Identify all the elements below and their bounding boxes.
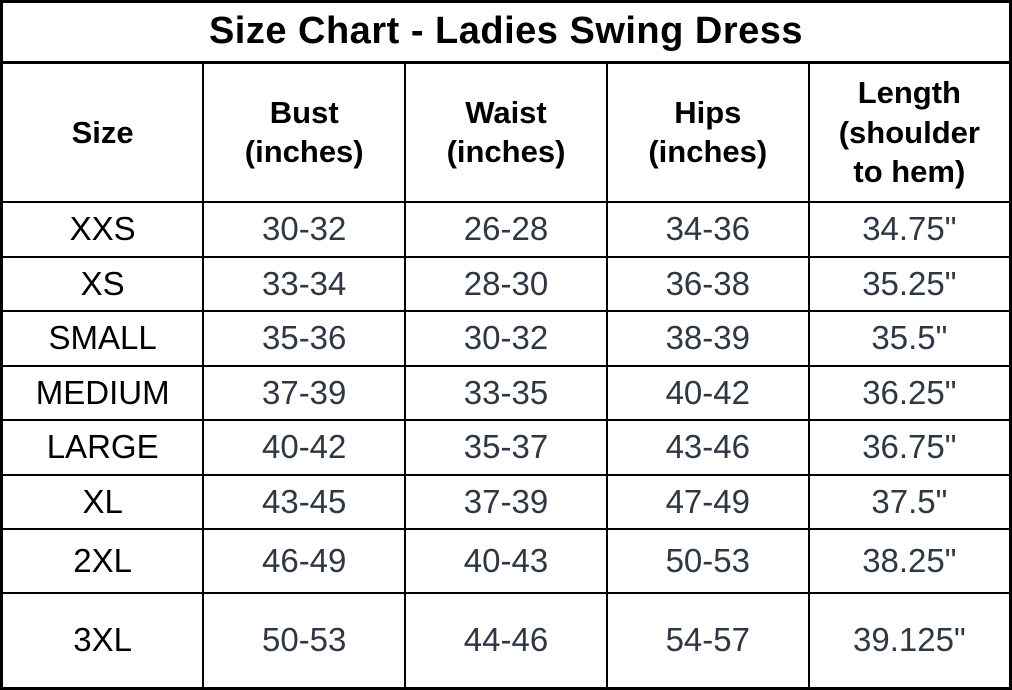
waist-cell: 26-28 xyxy=(404,201,608,258)
bust-cell: 33-34 xyxy=(202,255,407,313)
table-row-small: SMALL 35-36 30-32 38-39 35.5" xyxy=(0,310,1012,367)
bust-cell: 40-42 xyxy=(202,419,407,476)
column-header-bust: Bust (inches) xyxy=(202,61,407,204)
size-cell: LARGE xyxy=(0,419,205,476)
length-cell: 35.25" xyxy=(807,255,1012,313)
length-cell: 36.75" xyxy=(807,419,1012,476)
hips-cell: 38-39 xyxy=(605,310,810,367)
table-row-xl: XL 43-45 37-39 47-49 37.5" xyxy=(0,473,1012,531)
size-cell: 2XL xyxy=(0,528,205,594)
waist-cell: 44-46 xyxy=(404,591,608,690)
waist-cell: 35-37 xyxy=(404,419,608,476)
column-header-length: Length (shoulder to hem) xyxy=(807,61,1012,204)
bust-cell: 50-53 xyxy=(202,591,407,690)
length-cell: 34.75" xyxy=(807,201,1012,258)
hips-cell: 54-57 xyxy=(605,591,810,690)
bust-cell: 35-36 xyxy=(202,310,407,367)
size-cell: XL xyxy=(0,473,205,531)
waist-cell: 30-32 xyxy=(404,310,608,367)
column-header-waist: Waist (inches) xyxy=(404,61,608,204)
size-cell: MEDIUM xyxy=(0,364,205,422)
size-cell: XXS xyxy=(0,201,205,258)
bust-cell: 30-32 xyxy=(202,201,407,258)
column-header-hips: Hips (inches) xyxy=(605,61,810,204)
table-row-2xl: 2XL 46-49 40-43 50-53 38.25" xyxy=(0,528,1012,594)
bust-cell: 43-45 xyxy=(202,473,407,531)
title-row: Size Chart - Ladies Swing Dress xyxy=(0,0,1012,64)
size-cell: XS xyxy=(0,255,205,313)
length-cell: 39.125" xyxy=(807,591,1012,690)
column-header-size: Size xyxy=(0,61,205,204)
table-row-3xl: 3XL 50-53 44-46 54-57 39.125" xyxy=(0,591,1012,690)
header-row: Size Bust (inches) Waist (inches) Hips (… xyxy=(0,61,1012,204)
size-cell: SMALL xyxy=(0,310,205,367)
table-row-xxs: XXS 30-32 26-28 34-36 34.75" xyxy=(0,201,1012,258)
hips-cell: 43-46 xyxy=(605,419,810,476)
hips-cell: 50-53 xyxy=(605,528,810,594)
waist-cell: 28-30 xyxy=(404,255,608,313)
length-cell: 36.25" xyxy=(807,364,1012,422)
hips-cell: 40-42 xyxy=(605,364,810,422)
table-row-large: LARGE 40-42 35-37 43-46 36.75" xyxy=(0,419,1012,476)
bust-cell: 37-39 xyxy=(202,364,407,422)
hips-cell: 47-49 xyxy=(605,473,810,531)
size-cell: 3XL xyxy=(0,591,205,690)
length-cell: 38.25" xyxy=(807,528,1012,594)
waist-cell: 40-43 xyxy=(404,528,608,594)
waist-cell: 37-39 xyxy=(404,473,608,531)
length-cell: 37.5" xyxy=(807,473,1012,531)
waist-cell: 33-35 xyxy=(404,364,608,422)
table-row-medium: MEDIUM 37-39 33-35 40-42 36.25" xyxy=(0,364,1012,422)
table-row-xs: XS 33-34 28-30 36-38 35.25" xyxy=(0,255,1012,313)
bust-cell: 46-49 xyxy=(202,528,407,594)
hips-cell: 34-36 xyxy=(605,201,810,258)
hips-cell: 36-38 xyxy=(605,255,810,313)
chart-title: Size Chart - Ladies Swing Dress xyxy=(0,0,1012,64)
length-cell: 35.5" xyxy=(807,310,1012,367)
